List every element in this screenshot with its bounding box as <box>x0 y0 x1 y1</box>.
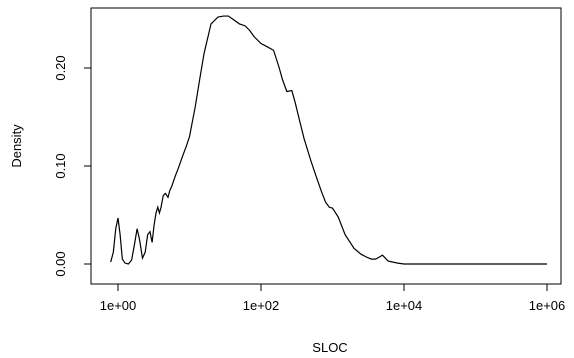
density-curve <box>110 15 547 265</box>
x-tick-label: 1e+04 <box>386 298 423 313</box>
plot-frame <box>90 7 562 285</box>
y-axis: 0.00 0.10 0.20 <box>53 55 92 277</box>
x-tick-label: 1e+02 <box>243 298 280 313</box>
y-tick-label: 0.20 <box>53 55 68 80</box>
y-tick-label: 0.00 <box>53 251 68 276</box>
y-tick-label: 0.10 <box>53 153 68 178</box>
x-axis: 1e+00 1e+02 1e+04 1e+06 <box>100 283 566 313</box>
y-axis-title: Density <box>9 124 24 168</box>
x-tick-label: 1e+00 <box>100 298 137 313</box>
x-tick-label: 1e+06 <box>529 298 566 313</box>
x-axis-title: SLOC <box>312 340 347 355</box>
